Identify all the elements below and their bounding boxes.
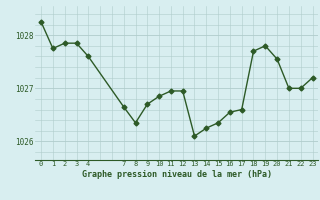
X-axis label: Graphe pression niveau de la mer (hPa): Graphe pression niveau de la mer (hPa) [82, 170, 272, 179]
